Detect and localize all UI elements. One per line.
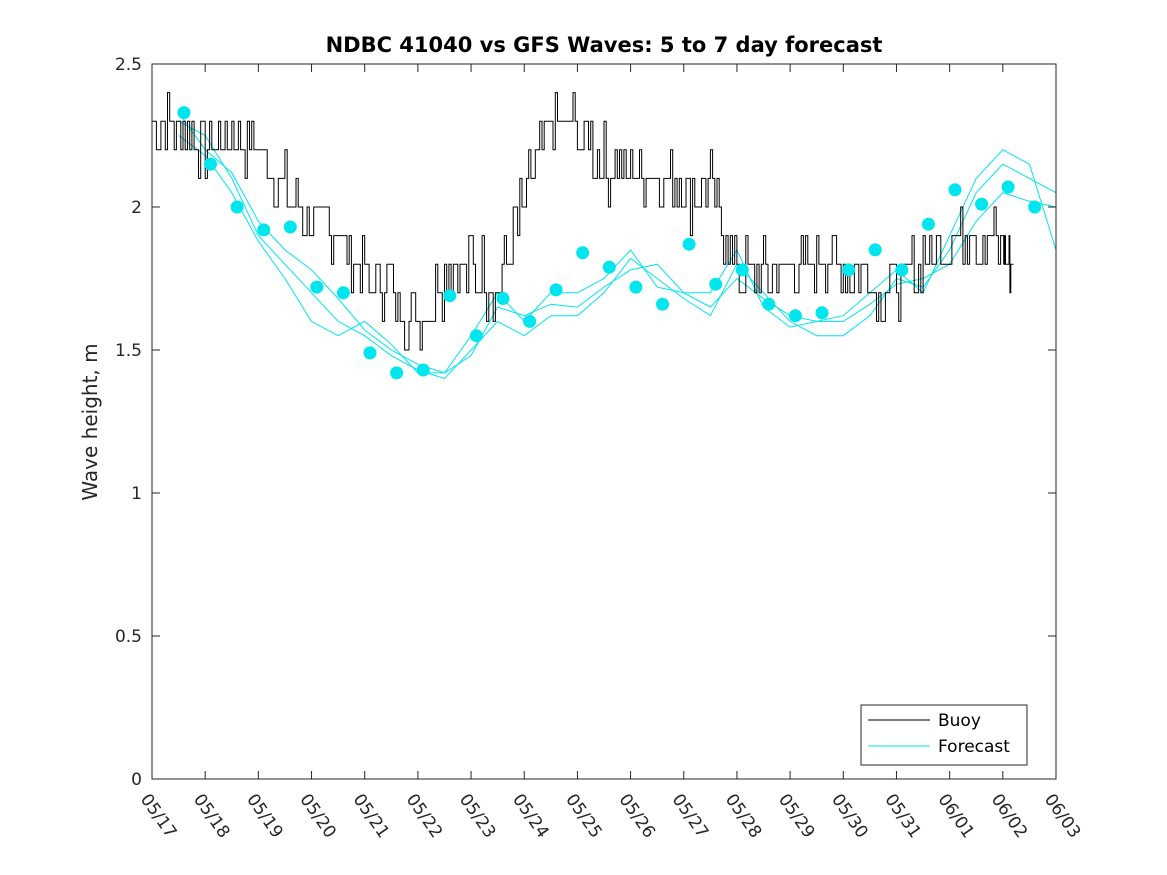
forecast-marker	[602, 260, 616, 274]
y-tick-label: 2	[131, 198, 142, 218]
y-tick-label: 1.5	[115, 341, 142, 361]
x-tick-label: 05/30	[827, 790, 871, 842]
forecast-marker	[788, 309, 802, 323]
legend: Buoy Forecast	[860, 704, 1028, 766]
x-tick-label: 06/02	[987, 790, 1031, 842]
forecast-marker	[735, 263, 749, 277]
x-tick-label: 05/27	[668, 790, 712, 842]
x-tick-label: 06/03	[1040, 790, 1084, 842]
x-tick-label: 05/22	[402, 790, 446, 842]
x-tick-label: 05/31	[880, 790, 924, 842]
x-tick-label: 05/17	[136, 790, 180, 842]
forecast-marker	[283, 220, 297, 234]
forecast-marker	[656, 297, 669, 311]
forecast-marker	[709, 277, 723, 291]
x-tick-label: 05/29	[774, 790, 818, 842]
chart-title: NDBC 41040 vs GFS Waves: 5 to 7 day fore…	[326, 33, 883, 57]
forecast-run-line	[178, 120, 1057, 380]
forecast-marker	[177, 106, 191, 120]
forecast-marker	[921, 217, 935, 231]
forecast-marker	[1001, 180, 1015, 194]
legend-buoy-label: Buoy	[938, 711, 981, 731]
forecast-marker	[948, 183, 962, 197]
x-tick-label: 05/20	[295, 790, 339, 842]
forecast-marker	[257, 223, 271, 237]
y-tick-label: 0	[131, 770, 142, 790]
x-tick-label: 05/24	[508, 790, 552, 842]
forecast-marker	[230, 200, 244, 214]
buoy-line	[152, 92, 1014, 351]
forecast-marker	[629, 280, 643, 294]
forecast-marker	[682, 237, 696, 251]
forecast-marker	[336, 286, 350, 300]
x-tick-label: 05/23	[455, 790, 499, 842]
forecast-marker	[868, 243, 882, 257]
forecast-marker	[815, 306, 829, 320]
y-tick-label: 1	[131, 484, 142, 504]
forecast-marker	[469, 329, 483, 343]
forecast-marker	[762, 297, 776, 311]
forecast-marker	[390, 366, 404, 380]
forecast-marker	[523, 314, 537, 328]
plot-area	[152, 92, 1057, 380]
forecast-marker	[1028, 200, 1042, 214]
forecast-marker	[310, 280, 324, 294]
x-tick-label: 05/28	[721, 790, 765, 842]
x-tick-label: 05/19	[242, 790, 286, 842]
y-tick-label: 2.5	[115, 55, 142, 75]
y-axis-label: Wave height, m	[78, 343, 102, 500]
y-tick-label: 0.5	[115, 627, 142, 647]
forecast-marker	[204, 157, 217, 171]
forecast-marker	[416, 363, 430, 377]
plot-frame	[151, 63, 1057, 780]
legend-forecast-label: Forecast	[938, 737, 1010, 757]
x-tick-label: 06/01	[934, 790, 978, 842]
forecast-run-line	[178, 135, 1057, 374]
legend-box	[860, 704, 1028, 766]
forecast-marker	[549, 283, 563, 297]
forecast-marker	[895, 263, 909, 277]
forecast-marker	[842, 263, 856, 277]
x-tick-label: 05/21	[349, 790, 393, 842]
y-axis: 0 0.5 1 1.5 2 2.5	[115, 55, 1056, 790]
forecast-marker	[363, 346, 377, 360]
x-tick-label: 05/18	[189, 790, 233, 842]
x-tick-label: 05/26	[614, 790, 658, 842]
forecast-marker	[975, 197, 989, 211]
forecast-marker	[443, 289, 457, 303]
forecast-marker	[576, 246, 590, 260]
forecast-marker	[496, 292, 510, 305]
x-tick-label: 05/25	[561, 790, 605, 842]
